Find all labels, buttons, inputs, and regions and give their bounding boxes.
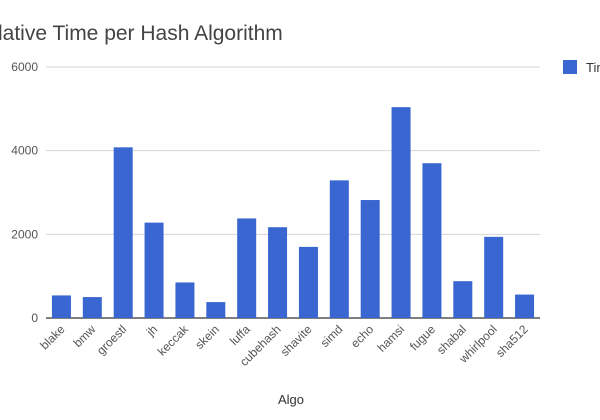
y-tick-label: 2000 [11, 227, 38, 241]
legend-label: Tim [586, 60, 600, 75]
bars [51, 107, 535, 318]
x-tick-label-simd: simd [318, 322, 346, 350]
x-axis-label: Algo [278, 392, 304, 407]
legend-swatch [563, 60, 577, 74]
bar-cubehash[interactable] [268, 227, 288, 318]
bar-keccak[interactable] [175, 282, 195, 318]
x-tick-label-groestl: groestl [94, 322, 129, 357]
bar-fugue[interactable] [422, 163, 442, 318]
x-tick-label-fugue: fugue [407, 322, 438, 353]
y-tick-label: 4000 [11, 144, 38, 158]
x-tick-label-blake: blake [37, 322, 67, 352]
bar-jh[interactable] [144, 222, 164, 318]
bar-sha512[interactable] [515, 294, 535, 318]
y-tick-label: 0 [31, 311, 38, 325]
bar-whirlpool[interactable] [484, 236, 504, 318]
bar-bmw[interactable] [82, 297, 102, 318]
bar-echo[interactable] [360, 200, 380, 318]
bar-luffa[interactable] [237, 218, 257, 318]
bar-groestl[interactable] [113, 147, 133, 318]
bar-hamsi[interactable] [391, 107, 411, 318]
y-axis-ticks: 0 2000 4000 6000 [11, 60, 38, 325]
chart-title: lative Time per Hash Algorithm [0, 22, 283, 45]
x-tick-label-jh: jh [143, 322, 160, 339]
bar-shavite[interactable] [298, 246, 318, 318]
x-tick-label-keccak: keccak [155, 322, 192, 359]
x-tick-label-skein: skein [192, 322, 222, 352]
bar-skein[interactable] [206, 302, 226, 318]
y-tick-label: 6000 [11, 60, 38, 74]
bar-blake[interactable] [51, 295, 71, 318]
legend[interactable]: Tim [563, 60, 600, 75]
x-tick-label-echo: echo [348, 322, 377, 351]
x-tick-label-hamsi: hamsi [375, 322, 408, 355]
bar-shabal[interactable] [453, 281, 473, 318]
x-tick-label-luffa: luffa [227, 322, 253, 348]
x-tick-label-shavite: shavite [278, 322, 315, 359]
bar-simd[interactable] [329, 180, 349, 318]
x-tick-label-sha512: sha512 [493, 322, 531, 360]
